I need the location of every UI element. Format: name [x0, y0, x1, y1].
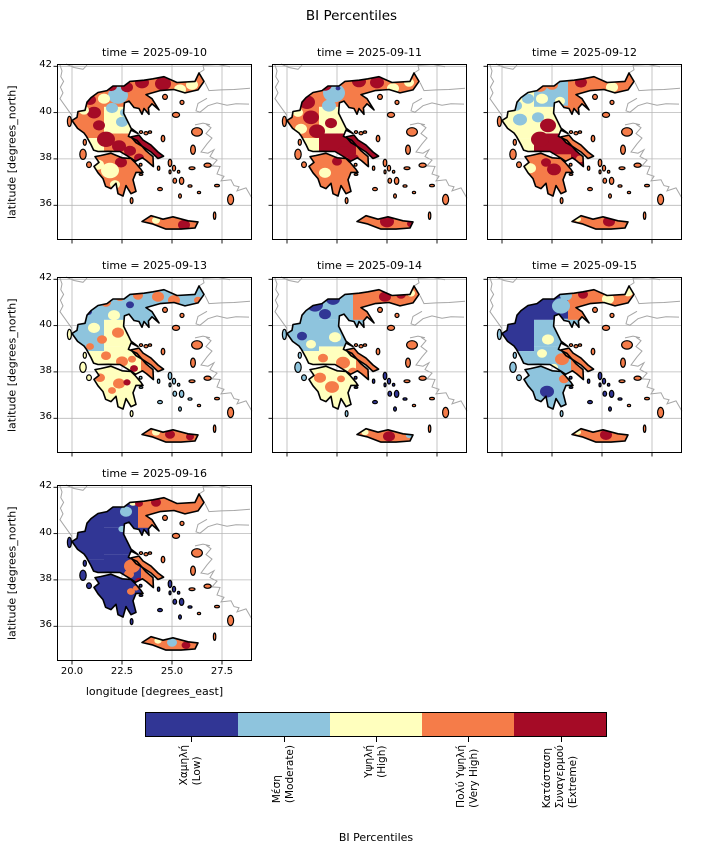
map-panel-svg — [268, 63, 468, 244]
colorbar — [145, 712, 607, 737]
colorbar-category-label: Κατάσταση Συναγερμού (Extreme) — [541, 745, 580, 809]
map-panel-2025-09-16: time = 2025-09-16 42 40 38 36 20.0 22.5 25.0 27.… — [39, 467, 253, 677]
y-axis-label: latitude [degrees_north] — [5, 506, 19, 640]
map-panel-svg — [483, 63, 683, 244]
colorbar-segment-1 — [146, 713, 238, 736]
y-tick-label: 36 — [39, 619, 52, 631]
panel-title: time = 2025-09-10 — [102, 46, 207, 59]
x-axis-label: longitude [degrees_east] — [85, 685, 224, 698]
map-panel-svg — [483, 276, 683, 457]
y-tick-label: 36 — [39, 411, 52, 423]
x-tick-label: 22.5 — [110, 666, 134, 677]
map-panel-2025-09-15: time = 2025-09-15 — [483, 259, 683, 457]
y-tick-label: 38 — [39, 572, 52, 584]
colorbar-category-label: Πολύ Υψηλή (Very High) — [455, 745, 481, 808]
y-axis-label: latitude [degrees_north] — [5, 298, 19, 432]
map-panel-2025-09-14: time = 2025-09-14 — [268, 259, 468, 457]
map-panel-svg — [53, 484, 253, 665]
map-panel-svg — [53, 276, 253, 457]
colorbar-segment-3 — [330, 713, 422, 736]
colorbar-segment-5 — [514, 713, 606, 736]
map-panel-svg — [53, 63, 253, 244]
y-tick-label: 40 — [39, 105, 52, 117]
colorbar-tick — [191, 737, 193, 742]
y-tick-label: 42 — [39, 59, 52, 71]
colorbar-axis-label: BI Percentiles — [338, 831, 414, 844]
y-tick-label: 36 — [39, 198, 52, 210]
panel-title: time = 2025-09-15 — [532, 259, 637, 272]
x-tick-label: 20.0 — [60, 666, 84, 677]
y-tick-label: 38 — [39, 364, 52, 376]
panel-title: time = 2025-09-16 — [102, 467, 207, 480]
colorbar-segment-2 — [238, 713, 330, 736]
y-axis-label: latitude [degrees_north] — [5, 85, 19, 219]
map-panel-svg — [268, 276, 468, 457]
x-tick-label: 25.0 — [160, 666, 184, 677]
y-tick-label: 38 — [39, 151, 52, 163]
colorbar-tick — [376, 737, 377, 742]
y-tick-label: 42 — [39, 272, 52, 284]
colorbar-category-label: Μέση (Moderate) — [270, 745, 296, 804]
panel-title: time = 2025-09-12 — [532, 46, 637, 59]
colorbar-tick — [468, 737, 470, 742]
y-tick-label: 40 — [39, 526, 52, 538]
y-tick-label: 42 — [39, 480, 52, 492]
map-panel-2025-09-11: time = 2025-09-11 — [268, 46, 468, 244]
colorbar-category-label: Χαμηλή (Low) — [178, 745, 204, 786]
figure-title: BI Percentiles — [305, 8, 398, 24]
map-panel-2025-09-10: time = 2025-09-10 42 40 38 36 — [39, 46, 253, 244]
colorbar-tick — [560, 737, 562, 742]
map-panel-2025-09-13: time = 2025-09-13 42 40 38 36 — [39, 259, 253, 457]
y-tick-label: 40 — [39, 318, 52, 330]
panel-title: time = 2025-09-14 — [317, 259, 422, 272]
colorbar-category-label: Υψηλή (High) — [363, 745, 388, 778]
panel-title: time = 2025-09-11 — [317, 46, 422, 59]
colorbar-segment-4 — [422, 713, 514, 736]
x-tick-label: 27.5 — [210, 666, 234, 677]
panel-title: time = 2025-09-13 — [102, 259, 207, 272]
colorbar-tick — [283, 737, 285, 742]
map-panel-2025-09-12: time = 2025-09-12 — [483, 46, 683, 244]
